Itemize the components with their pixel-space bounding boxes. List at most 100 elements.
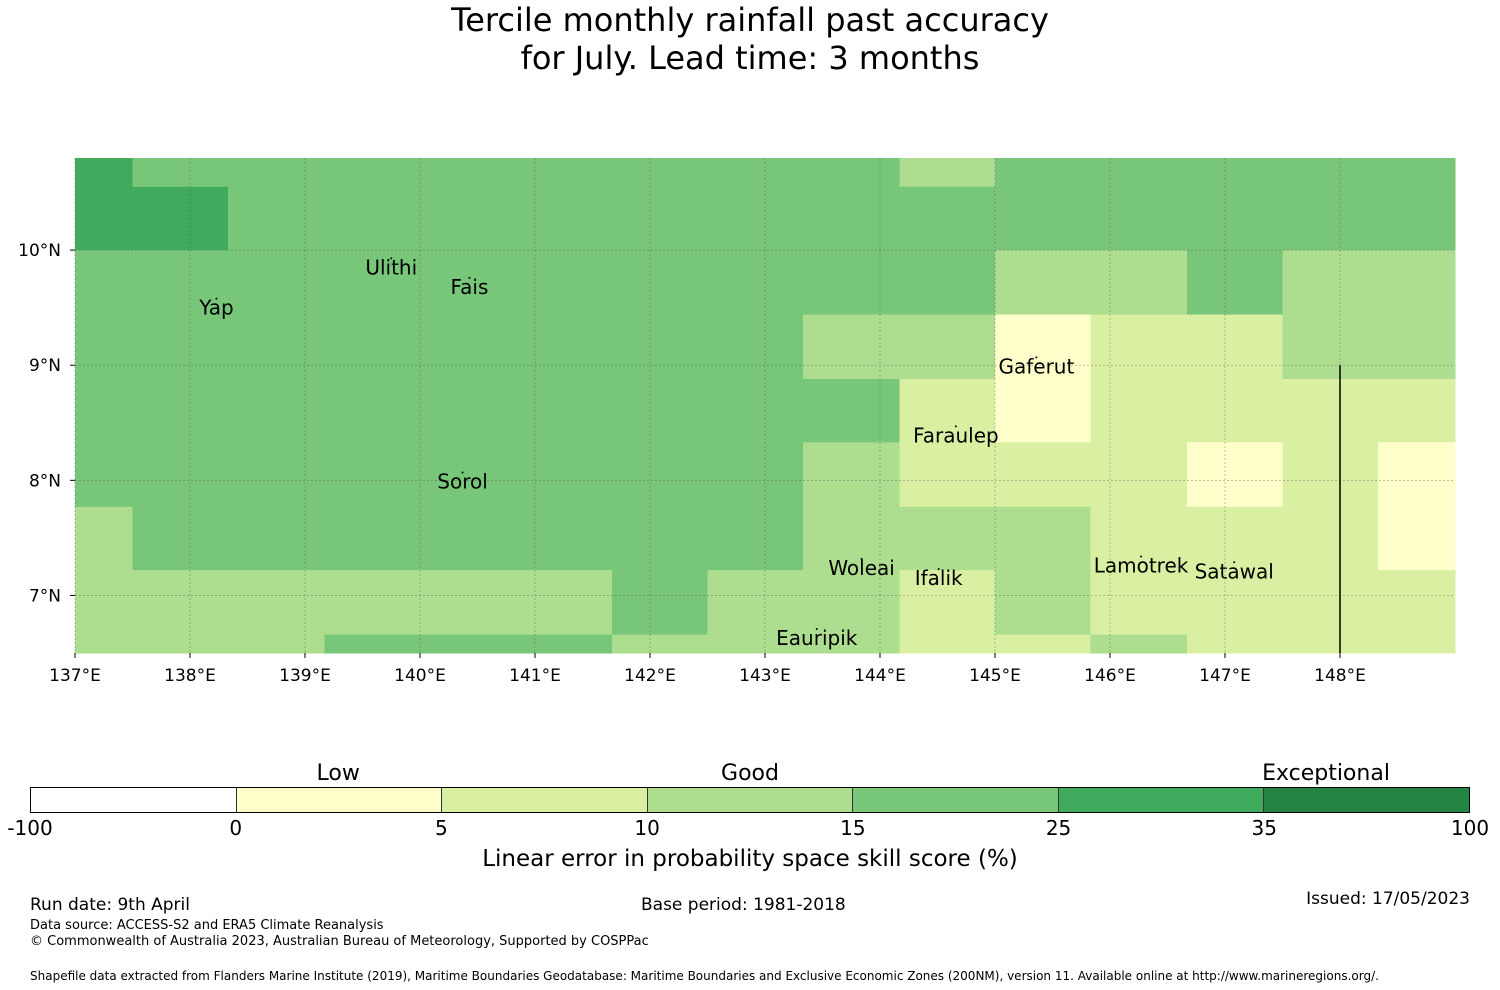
colorbar-segment	[1058, 788, 1265, 812]
skill-cell	[1090, 442, 1188, 508]
skill-cell	[899, 314, 996, 380]
skill-cell	[515, 314, 613, 380]
skill-cell	[612, 250, 708, 316]
colorbar-segment	[647, 788, 854, 812]
skill-cell	[612, 442, 708, 508]
colorbar-category-label: Good	[721, 761, 779, 786]
skill-cell	[1377, 506, 1456, 571]
data-source: Data source: ACCESS-S2 and ERA5 Climate …	[30, 918, 384, 933]
place-label: Satawal	[1195, 559, 1274, 583]
skill-cell	[1187, 314, 1283, 380]
skill-cell	[1187, 379, 1283, 443]
place-label: Ulithi	[365, 255, 417, 279]
skill-cell	[995, 158, 1091, 188]
skill-cell	[995, 570, 1091, 636]
place-label: Ifalik	[915, 566, 963, 590]
skill-cell	[1377, 314, 1456, 380]
skill-cell	[1187, 158, 1283, 188]
longitude-tick-label: 148°E	[1314, 666, 1366, 686]
longitude-tick-label: 142°E	[624, 666, 676, 686]
longitude-ticks: 137°E 138°E 139°E 140°E 141°E 142°E 143°E 144°E…	[49, 653, 1366, 686]
skill-cell	[899, 250, 996, 316]
skill-cell	[515, 570, 613, 636]
colorbar-tick-label: 25	[1045, 816, 1072, 840]
island-marker	[468, 276, 471, 279]
skill-cell	[1187, 634, 1283, 654]
skill-cell	[324, 314, 421, 380]
skill-cell	[227, 379, 326, 443]
skill-cell	[75, 634, 133, 654]
latitude-tick-label: 8°N	[29, 471, 61, 491]
skill-cell	[802, 634, 901, 654]
skill-cell	[1377, 158, 1456, 188]
skill-cell	[802, 250, 901, 316]
skill-cell	[707, 186, 804, 251]
skill-cell	[227, 186, 326, 251]
skill-cell	[420, 379, 516, 443]
skill-cell	[1282, 442, 1379, 508]
skill-cell	[1187, 442, 1283, 508]
longitude-tick-label: 145°E	[969, 666, 1021, 686]
skill-cell	[324, 250, 421, 316]
island-marker	[1140, 555, 1143, 558]
longitude-tick-label: 140°E	[394, 666, 446, 686]
skill-cell	[75, 570, 133, 636]
skill-cell	[707, 379, 804, 443]
skill-cell	[612, 570, 708, 636]
skill-cell	[612, 186, 708, 251]
skill-cell	[324, 442, 421, 508]
colorbar-category-label: Low	[316, 761, 360, 786]
skill-cell	[132, 186, 229, 251]
skill-cell	[995, 634, 1091, 654]
skill-cell	[420, 442, 516, 508]
skill-cell	[707, 250, 804, 316]
skill-cell	[707, 442, 804, 508]
place-label: Woleai	[828, 556, 895, 580]
skill-cell	[132, 314, 229, 380]
copyright-notice: © Commonwealth of Australia 2023, Austra…	[30, 934, 649, 949]
colorbar-tick-label: 0	[229, 816, 243, 840]
colorbar-segment	[31, 788, 237, 812]
skill-cell	[612, 634, 708, 654]
skill-cell	[420, 634, 516, 654]
colorbar-tick-label: 5	[435, 816, 448, 840]
latitude-ticks: 10°N 9°N 8°N 7°N	[18, 241, 75, 606]
skill-cell	[515, 379, 613, 443]
skill-cell	[324, 634, 421, 654]
skill-cell	[802, 314, 901, 380]
skill-cell	[899, 186, 996, 251]
skill-grid-cells	[75, 158, 1456, 654]
skill-cell	[324, 570, 421, 636]
island-marker	[954, 425, 957, 428]
skill-cell	[802, 379, 901, 443]
colorbar-tick-label: 15	[840, 816, 866, 840]
skill-cell	[899, 634, 996, 654]
skill-cell	[324, 379, 421, 443]
skill-cell	[612, 158, 708, 188]
place-labels: Ulithi Fais Yap Gaferut Faraulep Sorol Woleai I…	[198, 255, 1274, 650]
skill-cell	[1187, 570, 1283, 636]
issued-date: Issued: 17/05/2023	[1306, 889, 1470, 909]
skill-cell	[1282, 379, 1379, 443]
skill-cell	[420, 570, 516, 636]
skill-cell	[420, 186, 516, 251]
place-label: Lamotrek	[1094, 554, 1189, 578]
skill-cell	[899, 442, 996, 508]
skill-cell	[612, 506, 708, 571]
map-title-line2: for July. Lead time: 3 months	[520, 39, 980, 77]
skill-cell	[75, 506, 133, 571]
colorbar-tick-label: 10	[634, 816, 660, 840]
skill-cell	[1187, 506, 1283, 571]
skill-cell	[1090, 250, 1188, 316]
skill-cell	[995, 314, 1091, 380]
skill-cell	[515, 250, 613, 316]
skill-cell	[75, 186, 133, 251]
skill-cell	[995, 379, 1091, 443]
skill-cell	[515, 442, 613, 508]
skill-cell	[899, 506, 996, 571]
skill-cell	[515, 158, 613, 188]
skill-cell	[75, 158, 133, 188]
longitude-tick-label: 139°E	[279, 666, 331, 686]
skill-cell	[1377, 570, 1456, 636]
place-label: Faraulep	[913, 423, 999, 447]
